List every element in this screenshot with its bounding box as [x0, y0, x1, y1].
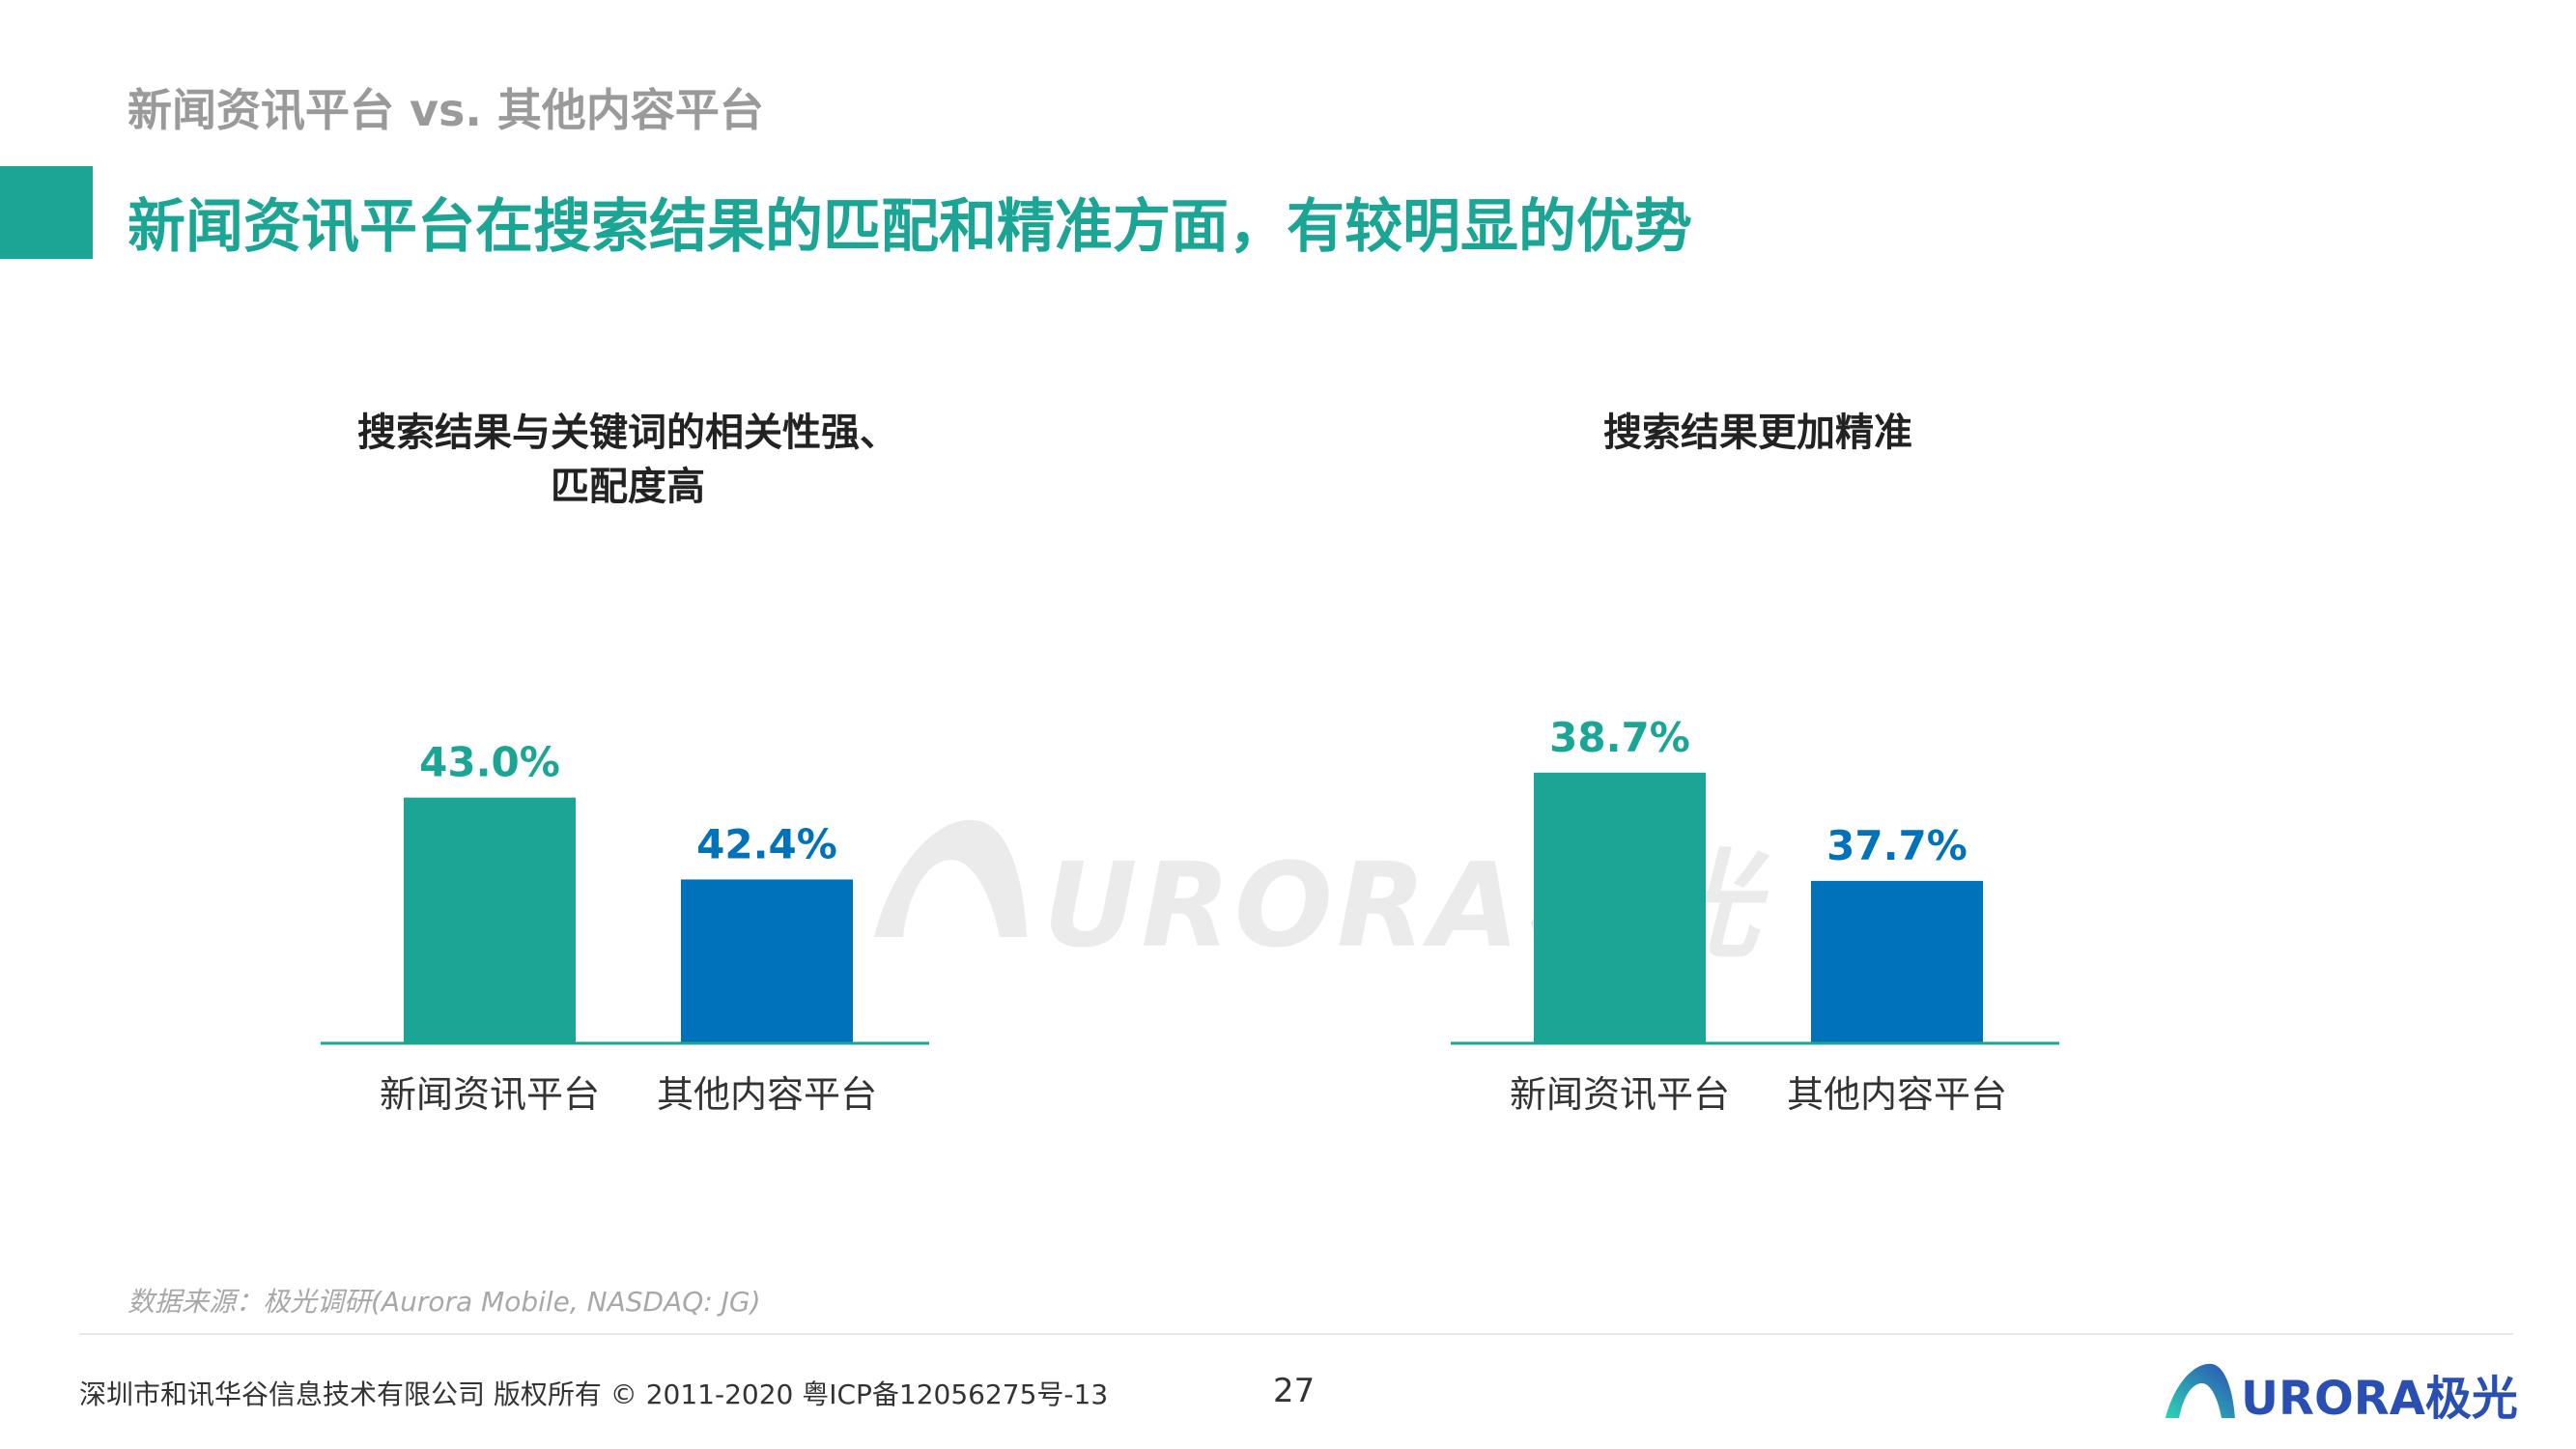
section-label: 新闻资讯平台 vs. 其他内容平台: [127, 84, 764, 136]
bar-news-platform: [404, 797, 576, 1043]
logo-text: URORA极光: [2241, 1372, 2518, 1426]
chart-title: 搜索结果更加精准: [1420, 406, 2096, 460]
page-number: 27: [1273, 1372, 1316, 1410]
bar-other-platform: [1811, 880, 1983, 1043]
data-label: 37.7%: [1826, 822, 1967, 869]
brand-logo: URORA极光: [2162, 1358, 2529, 1426]
data-source-note: 数据来源：极光调研(Aurora Mobile, NASDAQ: JG): [127, 1286, 761, 1318]
data-label: 42.4%: [696, 820, 837, 867]
copyright-text: 深圳市和讯华谷信息技术有限公司 版权所有 © 2011-2020 粤ICP备12…: [79, 1378, 1109, 1410]
category-label: 新闻资讯平台: [1510, 1073, 1730, 1116]
aurora-logo-icon: [2166, 1363, 2235, 1418]
data-label: 43.0%: [419, 739, 560, 786]
chart-title-line: 匹配度高: [551, 465, 705, 509]
page-headline: 新闻资讯平台在搜索结果的匹配和精准方面，有较明显的优势: [127, 193, 1692, 261]
chart-title: 搜索结果与关键词的相关性强、 匹配度高: [290, 406, 966, 514]
bar-other-platform: [681, 879, 853, 1043]
bar-news-platform: [1534, 772, 1706, 1043]
title-accent-bar: [0, 166, 93, 259]
chart-title-line: 搜索结果更加精准: [1603, 411, 1912, 455]
chart-plot: 38.7% 新闻资讯平台 37.7% 其他内容平台: [1451, 714, 2059, 1116]
chart-plot: 43.0% 新闻资讯平台 42.4% 其他内容平台: [321, 739, 929, 1116]
footer-divider: [79, 1333, 2513, 1335]
category-label: 其他内容平台: [1787, 1073, 2007, 1116]
chart-search-precision: 搜索结果更加精准 38.7% 新闻资讯平台 37.7% 其他内容平台: [1420, 396, 2096, 1150]
data-label: 38.7%: [1549, 714, 1690, 761]
chart-keyword-relevance: 搜索结果与关键词的相关性强、 匹配度高 43.0% 新闻资讯平台 42.4% 其他内容…: [290, 396, 966, 1150]
chart-title-line: 搜索结果与关键词的相关性强、: [357, 411, 898, 455]
category-label: 新闻资讯平台: [380, 1073, 600, 1116]
watermark-logo-icon: [874, 819, 1027, 937]
category-label: 其他内容平台: [657, 1073, 877, 1116]
